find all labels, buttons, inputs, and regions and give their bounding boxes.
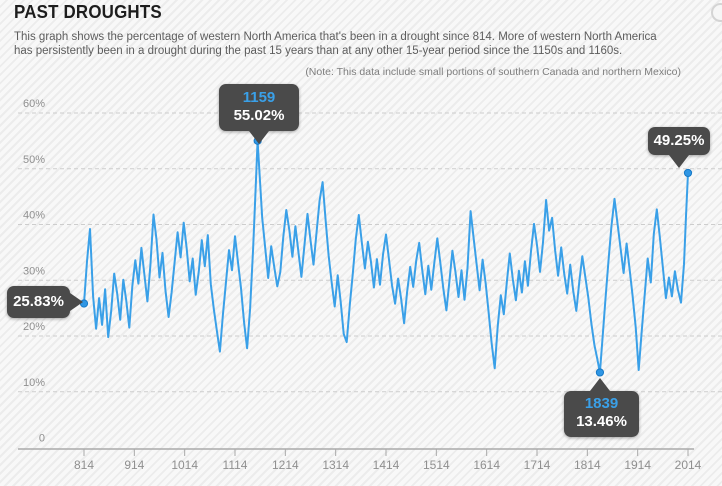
x-tick-label: 1614 (473, 458, 500, 472)
y-tick-label: 60% (23, 98, 45, 110)
chart-description-line2: has persistently been in a drought durin… (14, 45, 623, 57)
y-tick-label: 10% (23, 377, 45, 389)
tooltip-latest-value: 49.25% (648, 127, 710, 168)
x-tick-label: 1514 (423, 458, 450, 472)
y-tick-label: 30% (23, 265, 45, 277)
x-tick-label: 1314 (322, 458, 349, 472)
tooltip-peak-year: 1159 (242, 89, 276, 106)
data-point-marker[interactable] (683, 168, 693, 178)
tooltip-peak-1159: 1159 55.02% (219, 84, 299, 144)
x-tick-label: 1814 (574, 458, 601, 472)
y-tick-label: 0 (39, 433, 45, 445)
tooltip-start-value-label: 25.83% (13, 293, 64, 310)
y-tick-label: 20% (23, 321, 45, 333)
x-tick-label: 1014 (171, 458, 198, 472)
tooltip-low-year: 1839 (584, 395, 619, 412)
data-point-marker[interactable] (595, 368, 605, 377)
tooltip-start-value: 25.83% (7, 286, 83, 318)
chart-note: (Note: This data include small portions … (305, 66, 681, 78)
chart-description-line1: This graph shows the percentage of weste… (14, 31, 657, 43)
x-tick-label: 914 (124, 458, 144, 472)
y-tick-label: 50% (23, 154, 45, 166)
tooltip-peak-value: 55.02% (233, 107, 285, 124)
tooltip-low-1839: 1839 13.46% (564, 378, 639, 437)
y-tick-label: 40% (23, 210, 45, 222)
x-tick-label: 1114 (223, 458, 248, 472)
tooltip-latest-value-label: 49.25% (653, 132, 705, 149)
tooltip-low-value: 13.46% (576, 413, 627, 430)
x-tick-label: 1914 (624, 458, 651, 472)
page-title: PAST DROUGHTS (14, 2, 162, 22)
x-tick-label: 1714 (524, 458, 551, 472)
x-tick-label: 1214 (272, 458, 299, 472)
corner-button[interactable] (711, 3, 722, 22)
x-tick-label: 2014 (675, 458, 702, 472)
drought-series-line (83, 139, 689, 374)
x-tick-label: 1414 (373, 458, 400, 472)
chart-description: This graph shows the percentage of weste… (14, 30, 714, 58)
x-tick-label: 814 (74, 458, 94, 472)
